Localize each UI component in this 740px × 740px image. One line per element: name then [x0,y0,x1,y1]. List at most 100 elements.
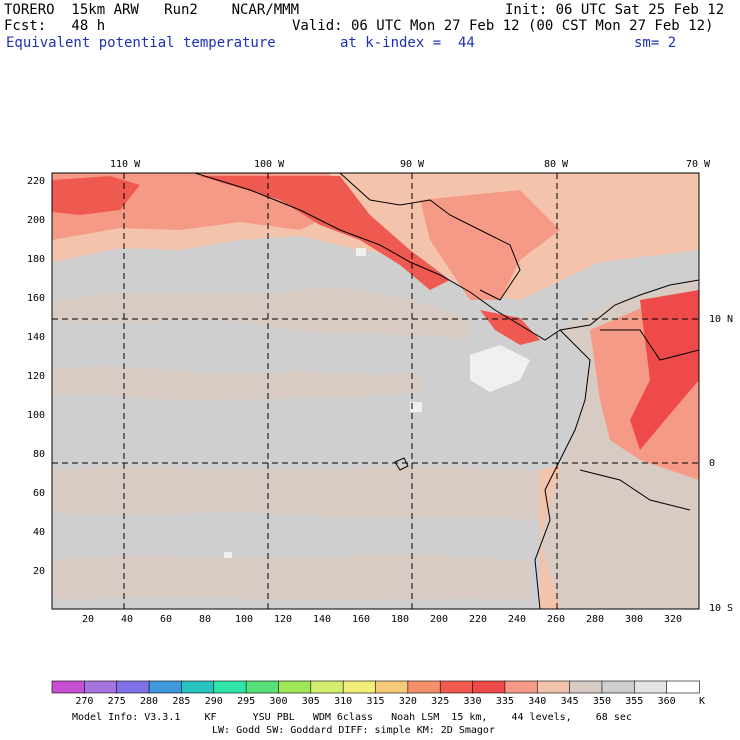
forecast-hour: Fcst: 48 h [4,18,106,34]
x-label: 300 [625,614,644,625]
y-label: 220 [27,176,46,187]
colorbar-level-label: 325 [431,696,450,707]
lat-label-0: 0 [709,458,716,469]
colorbar-swatch [342,680,377,694]
tan-band-sw [52,553,530,601]
x-label: 220 [469,614,488,625]
cold-patch-1 [470,345,530,392]
colorbar-level-label: 315 [366,696,385,707]
colorbar-level-label: 335 [495,696,514,707]
colorbar-swatch [148,680,183,694]
colorbar [51,680,700,694]
colorbar-swatch [116,680,150,694]
colorbar-swatch [439,680,474,694]
y-label: 200 [27,215,46,226]
colorbar-swatch [536,680,571,694]
tan-band-mid [52,288,470,340]
colorbar-level-label: 355 [625,696,644,707]
y-label: 40 [33,527,46,538]
y-label: 20 [33,566,46,577]
colorbar-swatch [633,680,668,694]
lon-label-100w: 100 W [254,159,285,170]
tan-band-south [52,465,540,520]
colorbar-level-label: 290 [204,696,223,707]
lon-label-110w: 110 W [110,159,141,170]
colorbar-swatch [245,680,280,694]
colorbar-level-label: 320 [398,696,417,707]
colorbar-swatch [310,680,344,694]
colorbar-level-label: 295 [237,696,256,707]
colorbar-level-label: 345 [560,696,579,707]
x-label: 120 [274,614,293,625]
x-label: 60 [160,614,173,625]
colorbar-swatch [504,680,539,694]
lon-label-90w: 90 W [400,159,425,170]
lat-label-10n: 10 N [709,314,734,325]
model-info: Model Info: V3.3.1 KF YSU PBL WDM 6class… [72,712,632,723]
x-label: 280 [586,614,605,625]
y-label: 80 [33,449,46,460]
colorbar-level-label: 330 [463,696,482,707]
x-label: 180 [391,614,410,625]
valid-time: Valid: 06 UTC Mon 27 Feb 12 (00 CST Mon … [292,18,714,34]
y-label: 180 [27,254,46,265]
colorbar-swatch [601,680,636,694]
colorbar-level-label: 280 [140,696,159,707]
colorbar-swatch [407,680,442,694]
colorbar-swatch [375,680,409,694]
cold-patch-3 [356,248,366,256]
smoothing-value: sm= 2 [634,35,677,51]
map-frame [51,172,700,610]
x-label: 240 [508,614,527,625]
colorbar-swatch [472,680,506,694]
lat-label-10s: 10 S [709,603,734,614]
y-label: 160 [27,293,46,304]
y-label: 140 [27,332,46,343]
x-label: 160 [352,614,371,625]
y-label: 100 [27,410,46,421]
lon-label-80w: 80 W [544,159,569,170]
land-hot-andes [630,290,699,450]
y-label: 60 [33,488,46,499]
colorbar-swatch [569,680,603,694]
x-label: 260 [547,614,566,625]
x-label: 80 [199,614,212,625]
colorbar-level-label: 360 [657,696,676,707]
x-label: 140 [313,614,332,625]
physics-info: LW: Godd SW: Goddard DIFF: simple KM: 2D… [212,725,495,736]
x-label: 200 [430,614,449,625]
cold-patch-4 [224,552,232,558]
colorbar-level-label: 340 [528,696,547,707]
cold-patch-2 [410,402,422,412]
field-name: Equivalent potential temperature [6,35,276,51]
colorbar-swatch [84,680,118,694]
colorbar-level-label: 270 [75,696,94,707]
colorbar-unit: K [698,696,706,707]
colorbar-level-label: 305 [301,696,320,707]
model-title: TORERO 15km ARW Run2 NCAR/MMM [4,2,300,18]
colorbar-level-label: 275 [107,696,126,707]
coastlines [194,173,699,609]
colorbar-swatch [213,680,247,694]
level-index: at k-index = 44 [340,35,475,51]
x-label: 100 [235,614,254,625]
colorbar-level-label: 300 [269,696,288,707]
lon-label-70w: 70 W [686,159,711,170]
lat-lon-grid [52,173,699,609]
y-label: 120 [27,371,46,382]
colorbar-swatch [666,680,700,694]
init-time: Init: 06 UTC Sat 25 Feb 12 [505,2,725,18]
colorbar-level-label: 310 [334,696,353,707]
x-label: 40 [121,614,134,625]
warm-core-nw [52,176,140,215]
colorbar-swatch [278,680,312,694]
colorbar-level-label: 285 [172,696,191,707]
x-label: 320 [664,614,683,625]
x-label: 20 [82,614,95,625]
tan-band-120 [52,366,420,401]
warm-core-coast [200,176,450,290]
colorbar-swatch [181,680,215,694]
colorbar-level-label: 350 [592,696,611,707]
colorbar-swatch [51,680,86,694]
